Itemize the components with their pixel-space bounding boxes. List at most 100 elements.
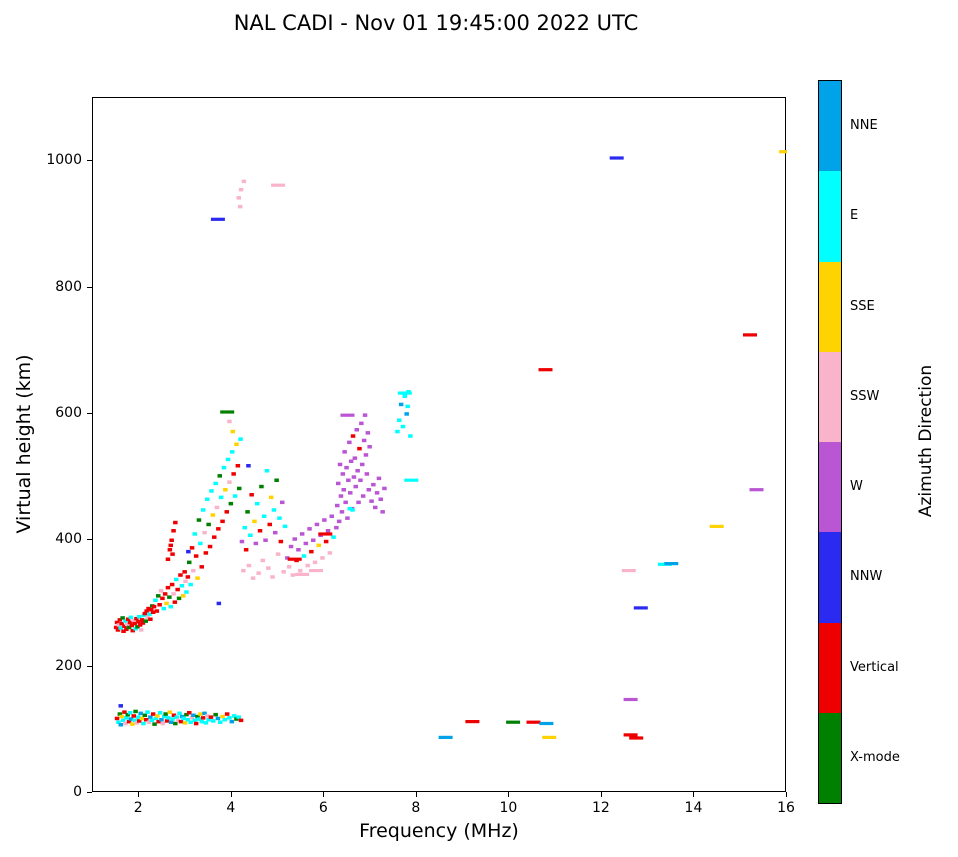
data-point — [335, 503, 340, 508]
data-point — [267, 522, 272, 527]
data-point — [196, 717, 202, 721]
data-point — [165, 557, 171, 561]
data-point — [135, 625, 140, 629]
data-point — [234, 442, 239, 446]
data-point — [329, 514, 334, 518]
data-point — [228, 501, 234, 506]
data-point — [249, 493, 254, 497]
data-point — [117, 618, 123, 622]
colorbar-segment-nne — [819, 81, 841, 172]
plot-area — [92, 97, 787, 792]
data-point — [400, 424, 406, 429]
data-point — [154, 609, 160, 613]
data-dash — [404, 478, 419, 482]
data-point — [138, 628, 144, 632]
data-point — [346, 478, 351, 482]
data-point — [121, 629, 126, 633]
data-point — [250, 576, 256, 580]
data-point — [259, 484, 264, 489]
data-point — [159, 718, 164, 722]
data-point — [231, 472, 236, 476]
data-dash — [633, 606, 648, 610]
data-point — [142, 713, 148, 717]
data-dash — [318, 532, 333, 536]
data-dash — [526, 720, 541, 724]
data-point — [369, 499, 374, 503]
data-point — [181, 594, 186, 598]
y-tick-label: 400 — [55, 531, 82, 548]
data-point — [218, 720, 223, 724]
y-tick — [87, 539, 92, 541]
data-point — [205, 714, 210, 718]
data-point — [357, 446, 362, 451]
data-point — [122, 624, 127, 628]
x-tick-label: 14 — [684, 800, 703, 816]
data-point — [203, 551, 209, 555]
data-point — [309, 549, 314, 554]
data-point — [127, 620, 133, 625]
y-tick-label: 1000 — [46, 152, 82, 169]
data-point — [196, 518, 202, 522]
y-tick — [87, 286, 92, 288]
data-point — [199, 719, 204, 724]
data-point — [231, 714, 237, 718]
colorbar-tick-label-ssw: SSW — [850, 388, 880, 404]
data-point — [139, 716, 145, 721]
data-point — [187, 711, 192, 715]
data-point — [365, 431, 371, 435]
data-dash — [542, 735, 557, 739]
x-tick-label: 2 — [133, 800, 143, 816]
data-point — [299, 532, 305, 536]
data-point — [116, 623, 122, 627]
data-point — [217, 474, 222, 478]
data-point — [160, 596, 165, 601]
data-point — [334, 525, 339, 530]
x-tick — [138, 792, 140, 797]
data-point — [193, 554, 199, 558]
data-point — [202, 711, 207, 716]
data-point — [120, 718, 126, 723]
data-point — [248, 533, 253, 537]
data-point — [213, 481, 218, 486]
data-point — [166, 716, 171, 720]
data-point — [178, 719, 184, 724]
data-point — [164, 719, 170, 723]
data-point — [220, 714, 225, 719]
data-point — [241, 179, 247, 184]
data-point — [355, 469, 360, 473]
data-point — [278, 539, 284, 544]
y-tick — [87, 792, 92, 793]
data-point — [264, 469, 270, 473]
data-point — [192, 718, 197, 723]
data-point — [211, 719, 216, 723]
data-point — [132, 718, 137, 723]
data-point — [343, 500, 348, 505]
x-tick — [323, 792, 325, 797]
data-point — [216, 527, 221, 531]
data-point — [382, 486, 387, 491]
data-point — [301, 554, 307, 558]
data-point — [200, 508, 206, 512]
data-point — [221, 465, 227, 470]
data-point — [266, 566, 271, 570]
data-point — [208, 715, 214, 719]
data-point — [163, 712, 168, 716]
data-point — [206, 718, 211, 722]
data-point — [224, 712, 230, 716]
colorbar-tick-label-vertical: Vertical — [850, 659, 899, 675]
data-point — [173, 721, 178, 726]
data-point — [350, 508, 355, 512]
data-point — [178, 573, 183, 577]
data-point — [187, 560, 192, 565]
data-point — [126, 719, 132, 724]
data-point — [354, 428, 359, 432]
data-point — [215, 716, 221, 721]
data-point — [199, 565, 204, 569]
data-point — [292, 537, 297, 541]
data-point — [123, 721, 128, 726]
data-point — [239, 539, 245, 544]
data-point — [198, 541, 203, 546]
colorbar-segment-x-mode — [819, 712, 841, 803]
data-point — [237, 486, 242, 491]
x-tick-label: 16 — [777, 800, 795, 816]
